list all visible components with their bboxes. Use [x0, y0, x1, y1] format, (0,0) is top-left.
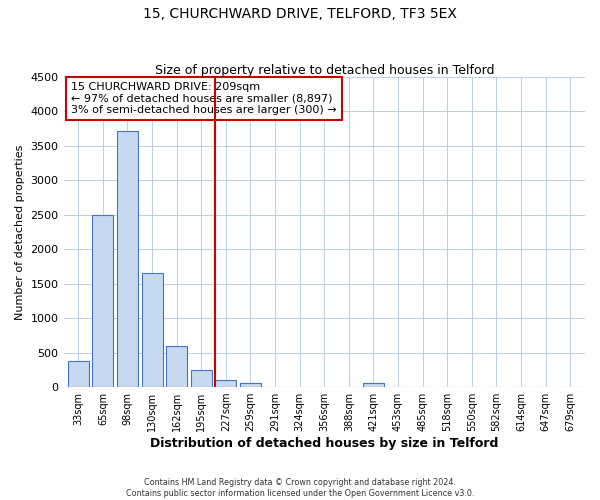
X-axis label: Distribution of detached houses by size in Telford: Distribution of detached houses by size …: [150, 437, 499, 450]
Y-axis label: Number of detached properties: Number of detached properties: [15, 144, 25, 320]
Text: 15, CHURCHWARD DRIVE, TELFORD, TF3 5EX: 15, CHURCHWARD DRIVE, TELFORD, TF3 5EX: [143, 8, 457, 22]
Bar: [215, 380, 236, 387]
Bar: [363, 384, 384, 387]
Bar: [191, 370, 212, 387]
Text: 15 CHURCHWARD DRIVE: 209sqm
← 97% of detached houses are smaller (8,897)
3% of s: 15 CHURCHWARD DRIVE: 209sqm ← 97% of det…: [71, 82, 337, 115]
Title: Size of property relative to detached houses in Telford: Size of property relative to detached ho…: [155, 64, 494, 77]
Bar: [92, 215, 113, 387]
Bar: [68, 361, 89, 387]
Bar: [166, 346, 187, 387]
Bar: [117, 130, 138, 387]
Bar: [240, 384, 261, 387]
Bar: [142, 274, 163, 387]
Text: Contains HM Land Registry data © Crown copyright and database right 2024.
Contai: Contains HM Land Registry data © Crown c…: [126, 478, 474, 498]
